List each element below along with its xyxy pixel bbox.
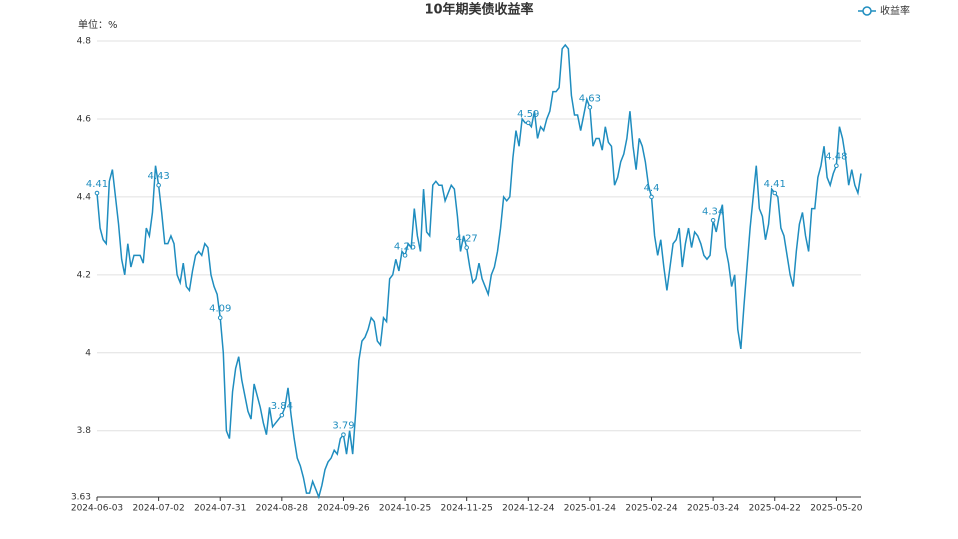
point bbox=[341, 432, 346, 437]
data-label: 4.34 bbox=[702, 206, 724, 217]
point bbox=[587, 104, 593, 110]
point bbox=[279, 412, 285, 418]
x-tick-label: 2024-11-25 bbox=[441, 504, 493, 514]
point bbox=[834, 163, 839, 169]
data-label: 4.4 bbox=[644, 183, 660, 194]
line-series bbox=[96, 43, 862, 500]
x-tick-label: 2025-02-24 bbox=[625, 504, 678, 514]
data-label: 3.79 bbox=[332, 421, 354, 432]
x-tick-label: 2024-07-02 bbox=[132, 504, 184, 514]
x-tick-label: 2025-03-24 bbox=[687, 504, 740, 514]
x-tick-label: 2024-06-03 bbox=[71, 504, 123, 514]
y-tick-label: 4.4 bbox=[77, 192, 92, 202]
point bbox=[156, 182, 161, 188]
x-tick-label: 2024-08-28 bbox=[256, 504, 309, 514]
point bbox=[217, 315, 223, 321]
data-label: 4.25 bbox=[394, 241, 416, 252]
x-tick-label: 2024-12-24 bbox=[502, 504, 555, 514]
x-tick-label: 2025-04-22 bbox=[749, 504, 801, 514]
legend-marker bbox=[862, 6, 872, 16]
y-tick-label: 3.63 bbox=[71, 493, 91, 503]
x-tick-label: 2025-05-20 bbox=[810, 504, 863, 514]
point bbox=[94, 190, 100, 196]
y-tick-label: 3.8 bbox=[77, 426, 92, 436]
legend-label: 收益率 bbox=[880, 4, 910, 17]
data-label: 4.41 bbox=[764, 179, 786, 190]
y-axis-label: 单位：% bbox=[78, 18, 118, 31]
data-label: 4.63 bbox=[579, 93, 601, 104]
point bbox=[525, 120, 531, 126]
y-tick-label: 4.8 bbox=[77, 37, 92, 47]
point bbox=[772, 190, 778, 196]
data-label: 4.27 bbox=[456, 234, 478, 245]
data-label: 4.43 bbox=[147, 171, 169, 182]
point bbox=[710, 217, 716, 223]
x-tick-label: 2024-10-25 bbox=[379, 504, 431, 514]
y-tick-label: 4 bbox=[85, 348, 91, 358]
point bbox=[649, 194, 654, 200]
data-label: 4.41 bbox=[86, 179, 108, 190]
data-label: 4.09 bbox=[209, 304, 231, 315]
point bbox=[402, 253, 408, 258]
data-label: 3.84 bbox=[271, 401, 293, 412]
y-tick-label: 4.2 bbox=[77, 270, 91, 280]
y-tick-label: 4.6 bbox=[77, 114, 92, 124]
x-tick-label: 2024-09-26 bbox=[317, 504, 370, 514]
x-tick-label: 2025-01-24 bbox=[564, 504, 617, 514]
chart-title: 10年期美债收益率 bbox=[424, 2, 533, 18]
x-tick-label: 2024-07-31 bbox=[194, 504, 246, 514]
data-label: 4.59 bbox=[517, 109, 539, 120]
point bbox=[464, 245, 469, 250]
data-label: 4.48 bbox=[825, 152, 847, 163]
